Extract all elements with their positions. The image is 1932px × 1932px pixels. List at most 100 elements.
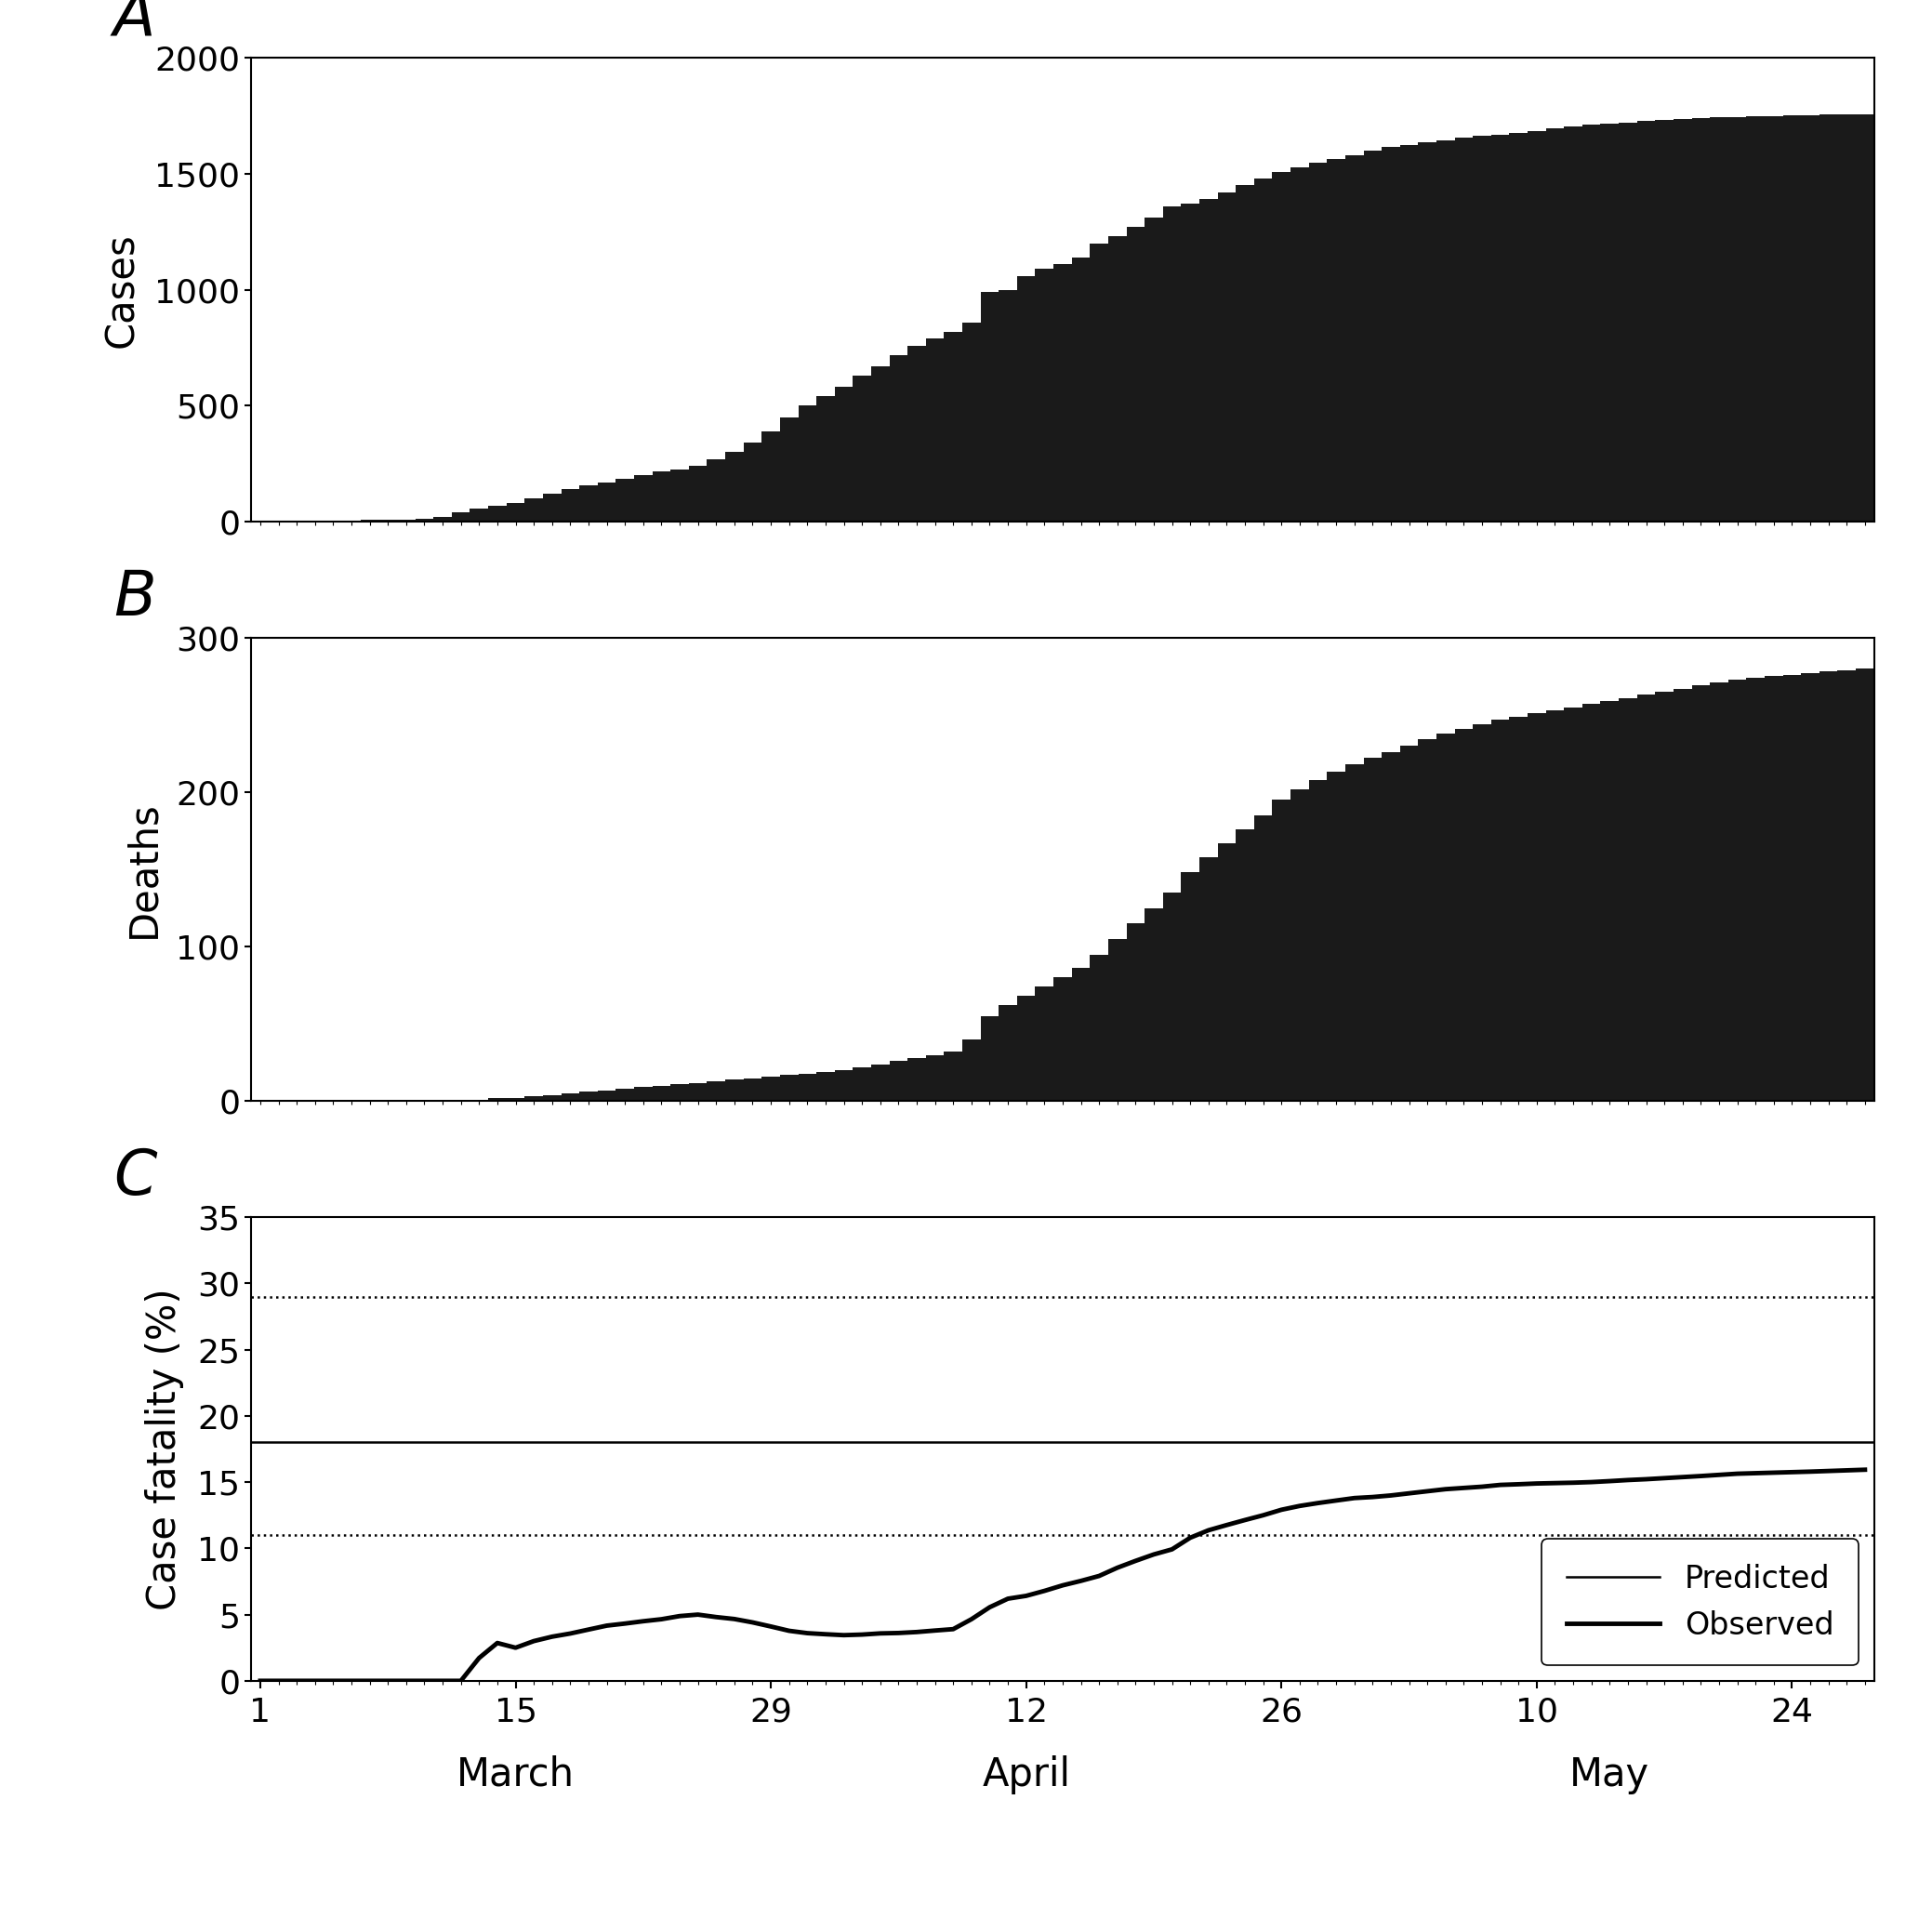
Bar — [670, 469, 690, 522]
Bar — [1401, 746, 1418, 1101]
Bar — [616, 479, 634, 522]
Bar — [1418, 143, 1435, 522]
Bar — [1016, 276, 1036, 522]
Bar — [1837, 114, 1857, 522]
Bar — [1801, 116, 1820, 522]
Legend: Predicted, Observed: Predicted, Observed — [1542, 1540, 1859, 1665]
Bar — [1692, 118, 1710, 522]
Bar — [1308, 781, 1327, 1101]
Bar — [1509, 717, 1528, 1101]
Bar — [981, 292, 999, 522]
Bar — [670, 1084, 690, 1101]
Bar — [597, 1090, 616, 1101]
Bar — [1401, 145, 1418, 522]
Bar — [1217, 193, 1236, 522]
Bar — [889, 1061, 908, 1101]
Bar — [945, 332, 962, 522]
Bar — [1163, 893, 1180, 1101]
Bar — [1163, 207, 1180, 522]
Bar — [871, 1065, 889, 1101]
Bar — [653, 471, 670, 522]
Bar — [707, 1082, 724, 1101]
Bar — [852, 1066, 871, 1101]
Bar — [1472, 724, 1492, 1101]
Bar — [1016, 997, 1036, 1101]
Bar — [1180, 873, 1200, 1101]
Bar — [1673, 688, 1692, 1101]
Bar — [1528, 131, 1546, 522]
Bar — [1546, 129, 1565, 522]
Bar — [744, 442, 761, 522]
Bar — [526, 1097, 543, 1101]
Bar — [1036, 269, 1053, 522]
Bar — [761, 431, 781, 522]
Bar — [597, 483, 616, 522]
Bar — [817, 396, 835, 522]
Bar — [1418, 740, 1435, 1101]
Bar — [1764, 676, 1783, 1101]
Bar — [1327, 158, 1345, 522]
Bar — [1801, 672, 1820, 1101]
Bar — [543, 495, 560, 522]
Bar — [1528, 713, 1546, 1101]
Bar — [1126, 228, 1144, 522]
Bar — [634, 475, 653, 522]
Bar — [433, 518, 452, 522]
Bar — [798, 406, 817, 522]
Bar — [724, 452, 744, 522]
Bar — [506, 1097, 526, 1101]
Bar — [1072, 257, 1090, 522]
Bar — [1492, 719, 1509, 1101]
Bar — [1273, 172, 1291, 522]
Bar — [1036, 987, 1053, 1101]
Bar — [781, 417, 798, 522]
Bar — [543, 1095, 560, 1101]
Bar — [707, 460, 724, 522]
Bar — [690, 466, 707, 522]
Bar — [580, 1092, 597, 1101]
Bar — [1381, 147, 1401, 522]
Bar — [560, 1094, 580, 1101]
Bar — [1727, 116, 1747, 522]
Bar — [1747, 116, 1764, 522]
Bar — [1053, 265, 1072, 522]
Bar — [1291, 166, 1308, 522]
Bar — [1546, 711, 1565, 1101]
Bar — [1565, 707, 1582, 1101]
Bar — [744, 1078, 761, 1101]
Bar — [1072, 968, 1090, 1101]
Bar — [1236, 829, 1254, 1101]
Bar — [1820, 672, 1837, 1101]
Bar — [1126, 923, 1144, 1101]
Bar — [1435, 141, 1455, 522]
Bar — [908, 346, 925, 522]
Bar — [398, 520, 415, 522]
Text: C: C — [114, 1146, 156, 1208]
Bar — [1455, 137, 1472, 522]
Bar — [489, 1097, 506, 1101]
Bar — [871, 367, 889, 522]
Bar — [1364, 151, 1381, 522]
Bar — [1764, 116, 1783, 522]
Bar — [798, 1074, 817, 1101]
Bar — [690, 1082, 707, 1101]
Bar — [1435, 734, 1455, 1101]
Text: April: April — [981, 1754, 1070, 1795]
Bar — [489, 506, 506, 522]
Bar — [1345, 155, 1364, 522]
Bar — [616, 1090, 634, 1101]
Bar — [1582, 124, 1600, 522]
Bar — [889, 355, 908, 522]
Bar — [1273, 800, 1291, 1101]
Bar — [415, 520, 433, 522]
Bar — [1857, 114, 1874, 522]
Bar — [925, 338, 945, 522]
Bar — [1254, 815, 1273, 1101]
Bar — [1291, 788, 1308, 1101]
Bar — [1783, 116, 1801, 522]
Bar — [1144, 218, 1163, 522]
Bar — [945, 1051, 962, 1101]
Bar — [1783, 674, 1801, 1101]
Bar — [1656, 692, 1673, 1101]
Bar — [1857, 668, 1874, 1101]
